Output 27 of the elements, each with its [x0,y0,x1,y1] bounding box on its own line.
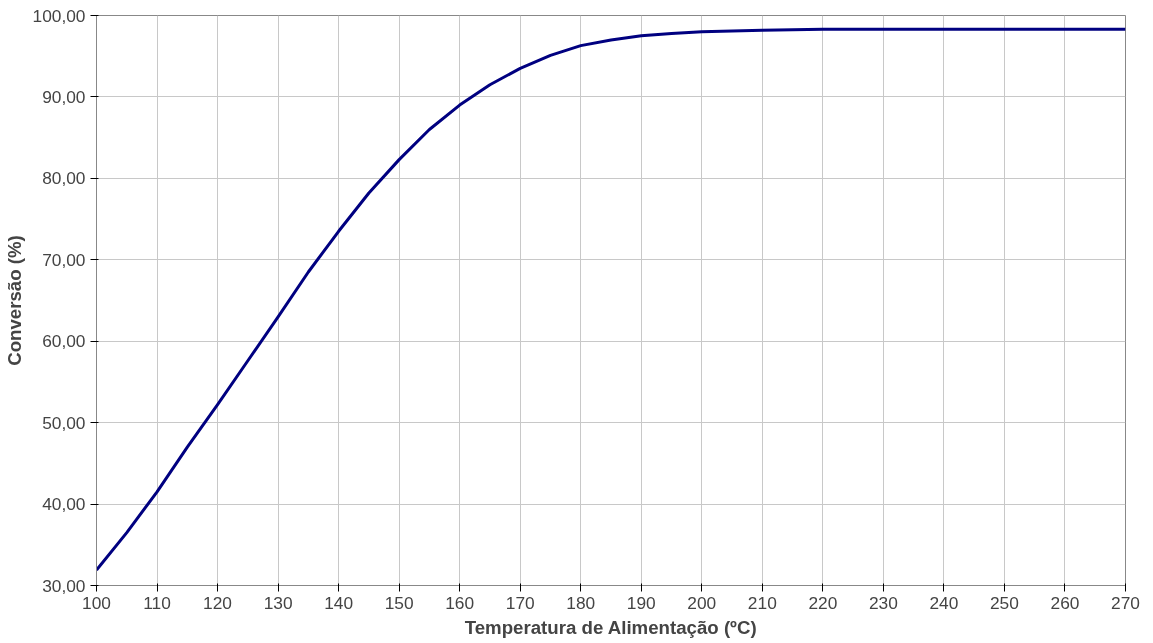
y-tick-label: 60,00 [42,331,86,352]
x-axis-title: Temperatura de Alimentação (ºC) [464,616,757,638]
line-series [96,27,1126,572]
x-tick-label: 170 [505,592,535,613]
y-axis-title: Conversão (%) [3,235,25,366]
x-tick-label: 210 [747,592,777,613]
x-tick-label: 160 [445,592,475,613]
x-tick-label: 190 [626,592,656,613]
x-tick-label: 260 [1050,592,1080,613]
x-tick-label: 250 [989,592,1019,613]
y-tick-label: 70,00 [42,249,86,270]
x-tick-label: 220 [808,592,838,613]
x-tick-label: 180 [566,592,596,613]
x-tick-label: 240 [929,592,959,613]
x-tick-label: 140 [324,592,354,613]
x-tick-label: 270 [1111,592,1140,613]
x-tick-label: 200 [687,592,717,613]
x-tick-label: 230 [868,592,898,613]
x-tick-label: 150 [384,592,414,613]
x-tick-label: 120 [203,592,233,613]
x-tick-label: 130 [263,592,293,613]
y-tick-label: 40,00 [42,494,86,515]
y-tick-label: 50,00 [42,412,86,433]
x-tick-label: 110 [143,592,171,613]
y-tick-label: 100,00 [32,5,86,26]
y-tick-label: 80,00 [42,168,86,189]
y-tick-label: 90,00 [42,86,86,107]
